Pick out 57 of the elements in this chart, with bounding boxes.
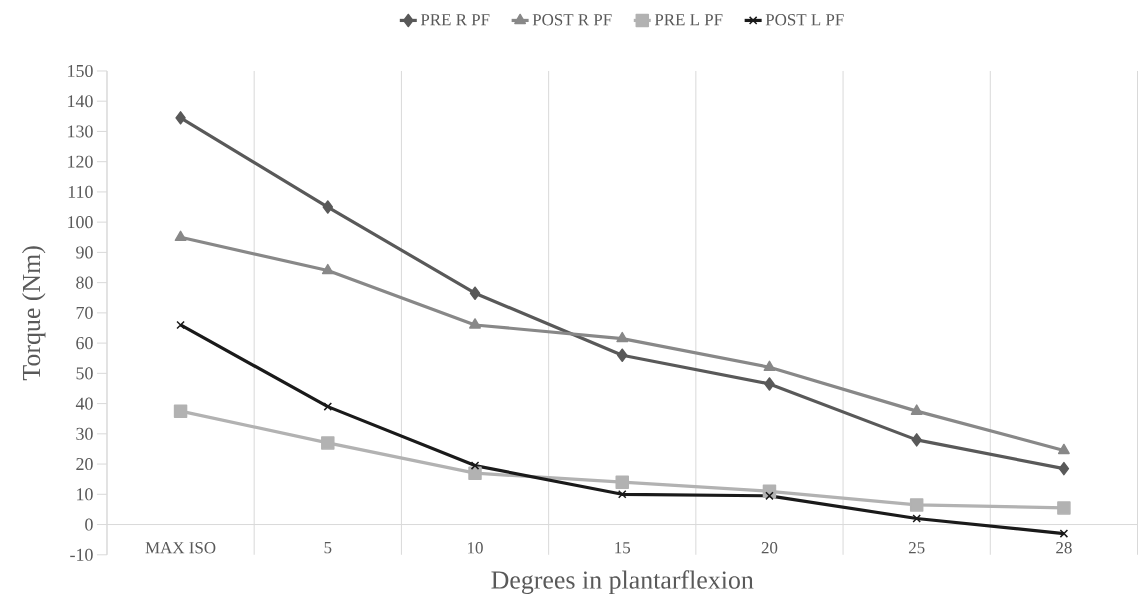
point — [616, 331, 629, 343]
y-tick-label: 50 — [76, 367, 93, 380]
y-tick-label: 10 — [77, 488, 93, 501]
x-tick-label: 25 — [908, 542, 925, 554]
x-tick-label: 28 — [1056, 542, 1072, 554]
y-tick-label: 30 — [76, 427, 93, 440]
point — [765, 491, 774, 501]
point — [322, 200, 334, 214]
x-tick-label: MAX ISO — [145, 542, 216, 554]
point — [1057, 501, 1071, 515]
point — [174, 230, 187, 242]
point — [1058, 461, 1070, 476]
x-tick-label: 15 — [615, 542, 631, 554]
point — [470, 461, 480, 470]
y-axis-title: Torque (Nm) — [21, 246, 46, 381]
point — [615, 475, 629, 490]
x-axis-title: Degrees in plantarflexion — [491, 570, 754, 595]
y-tick-label: 20 — [76, 458, 93, 471]
y-tick-label: 80 — [76, 276, 93, 289]
point — [468, 466, 482, 480]
point — [173, 404, 188, 419]
point — [176, 320, 185, 330]
y-tick-label: 130 — [68, 125, 93, 138]
point — [909, 498, 924, 512]
x-tick-label: 10 — [468, 542, 483, 554]
y-tick-label: 0 — [85, 518, 93, 531]
y-tick-label: 120 — [68, 155, 93, 168]
point — [764, 377, 775, 391]
point — [910, 404, 923, 416]
y-tick-label: 70 — [76, 306, 93, 320]
y-tick-label: -10 — [70, 548, 93, 561]
point — [617, 490, 627, 499]
y-tick-label: 150 — [68, 65, 93, 78]
legend-label: PRE L PF — [654, 14, 723, 26]
point — [175, 111, 186, 125]
point — [763, 360, 776, 372]
legend-label: POST L PF — [765, 14, 844, 26]
point — [321, 263, 334, 275]
point — [1059, 529, 1069, 539]
point — [912, 514, 921, 523]
point — [1057, 443, 1070, 455]
point — [321, 436, 335, 450]
point — [911, 433, 922, 447]
point — [616, 348, 628, 363]
y-tick-label: 40 — [75, 397, 93, 410]
x-tick-label: 5 — [324, 542, 332, 554]
point — [323, 402, 333, 412]
legend-label: POST R PF — [532, 14, 612, 26]
point — [469, 286, 481, 301]
y-tick-label: 110 — [68, 185, 93, 199]
point — [469, 318, 481, 329]
y-tick-label: 90 — [76, 246, 93, 259]
y-tick-label: 60 — [76, 337, 93, 350]
legend-label: PRE R PF — [420, 14, 490, 26]
y-tick-label: 100 — [68, 216, 93, 229]
y-tick-label: 140 — [68, 95, 93, 108]
x-tick-label: 20 — [761, 542, 778, 554]
